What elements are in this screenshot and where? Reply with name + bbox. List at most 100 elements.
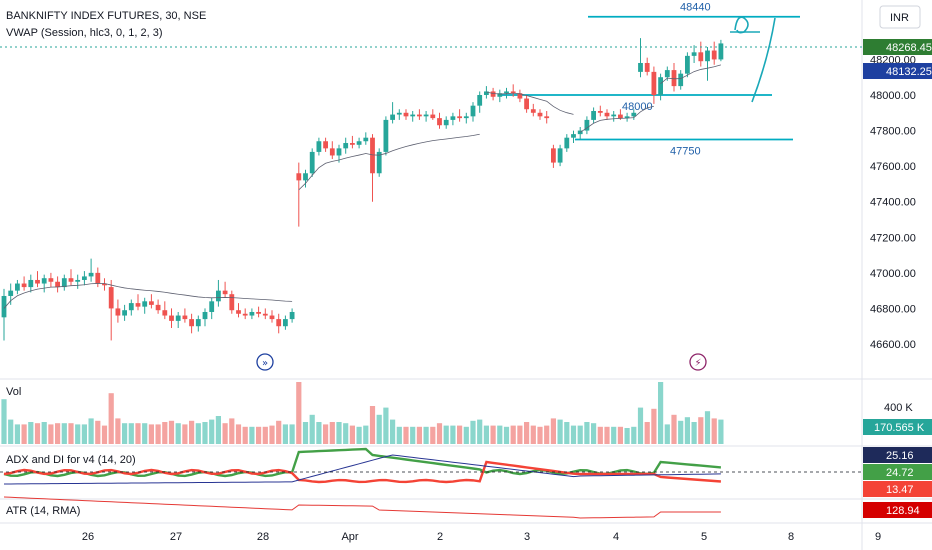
adx-lines: [3, 447, 722, 485]
svg-text:48268.45: 48268.45: [886, 42, 932, 54]
candle-body: [396, 112, 402, 115]
candle-body: [175, 315, 181, 321]
volume-bar: [148, 424, 154, 444]
candle-body: [571, 134, 576, 138]
candle-body: [631, 112, 637, 117]
price-tick-label: 46600.00: [870, 339, 916, 351]
candle-body: [343, 143, 349, 149]
candle-body: [356, 141, 362, 145]
date-tick-label: 27: [170, 531, 182, 543]
volume-bar: [8, 419, 14, 444]
price-tick-label: 47000.00: [870, 268, 916, 280]
date-tick-label: 8: [788, 531, 794, 543]
volume-bar: [108, 393, 114, 444]
candle-body: [651, 71, 657, 95]
candle-body: [530, 109, 536, 113]
volume-bar: [209, 419, 215, 444]
vwap-legend: VWAP (Session, hlc3, 0, 1, 2, 3): [6, 27, 163, 39]
volume-bar: [229, 418, 235, 444]
volume-bar: [235, 424, 242, 444]
volume-bar: [637, 407, 644, 444]
svg-text:48132.25: 48132.25: [886, 66, 932, 78]
candle-body: [671, 70, 677, 87]
candle-body: [28, 279, 34, 288]
volume-bar: [416, 426, 422, 444]
candle-body: [490, 91, 496, 97]
volume-bar: [463, 426, 469, 444]
volume-bar: [142, 423, 148, 444]
volume-bars: [1, 382, 724, 444]
volume-bar: [269, 425, 275, 444]
symbol-title: BANKNIFTY INDEX FUTURES, 30, NSE: [6, 10, 206, 22]
candle-body: [269, 315, 275, 320]
volume-bar: [517, 425, 523, 444]
volume-bar: [704, 411, 711, 444]
volume-bar: [383, 407, 389, 444]
candle-body: [303, 173, 308, 181]
volume-bar: [195, 423, 201, 444]
volume-bar: [41, 422, 47, 444]
candle-body: [403, 112, 409, 117]
level-label: 47750: [670, 145, 701, 157]
candle-body: [450, 116, 456, 120]
vwap-line: [486, 91, 574, 115]
volume-bar: [423, 426, 429, 444]
volume-bar: [396, 426, 402, 444]
volume-bar: [101, 425, 108, 444]
volume-bar: [577, 425, 583, 444]
volume-bar: [189, 420, 195, 444]
atr-pane-title: ATR (14, RMA): [6, 505, 80, 517]
candle-body: [128, 303, 134, 311]
drawn-trend-line[interactable]: [751, 17, 776, 103]
candle-body: [383, 119, 389, 152]
volume-bar: [316, 422, 322, 444]
currency-button[interactable]: INR: [879, 5, 921, 29]
volume-bar: [597, 426, 603, 444]
candle-body: [289, 311, 295, 320]
candle-body: [142, 301, 148, 307]
date-tick-label: 4: [613, 531, 619, 543]
candle-body: [102, 283, 107, 286]
last-price-tag: 48268.45: [863, 39, 932, 55]
candle-body: [8, 290, 14, 296]
candle-body: [135, 303, 141, 307]
candle-body: [644, 62, 650, 72]
candle-body: [504, 91, 509, 94]
volume-bar: [450, 425, 456, 444]
candle-body: [510, 91, 516, 94]
dividend-event-icon[interactable]: »: [256, 353, 274, 371]
volume-bar: [363, 425, 369, 444]
candle-body: [249, 311, 255, 316]
vwap-price-tag: 48132.25: [863, 63, 932, 79]
candle-body: [48, 278, 54, 282]
candle-body: [618, 114, 623, 119]
volume-bar: [21, 424, 27, 444]
adx-line: [3, 454, 721, 485]
earnings-event-icon[interactable]: ⚡: [689, 353, 707, 371]
volume-bar: [61, 423, 67, 444]
volume-bar: [349, 425, 355, 444]
candle-body: [423, 114, 429, 117]
date-tick-label: Apr: [341, 531, 358, 543]
candle-body: [691, 52, 697, 56]
volume-bar: [75, 424, 81, 444]
volume-bar: [162, 422, 168, 444]
candle-body: [477, 95, 483, 106]
date-tick-label: 2: [437, 531, 443, 543]
candle-body: [336, 148, 342, 156]
svg-text:24.72: 24.72: [886, 467, 914, 479]
candle-body: [95, 272, 101, 284]
level-label: 48000: [622, 101, 653, 113]
candle-body: [624, 116, 630, 119]
candle-body: [658, 77, 663, 95]
di-minus-line: [3, 460, 721, 484]
svg-text:INR: INR: [890, 12, 909, 24]
candle-body: [363, 137, 369, 142]
volume-bar: [55, 423, 61, 444]
candle-body: [470, 105, 476, 117]
volume-bar: [48, 424, 54, 444]
candle-body: [457, 116, 462, 119]
candle-body: [437, 118, 442, 126]
candle-body: [108, 287, 114, 309]
